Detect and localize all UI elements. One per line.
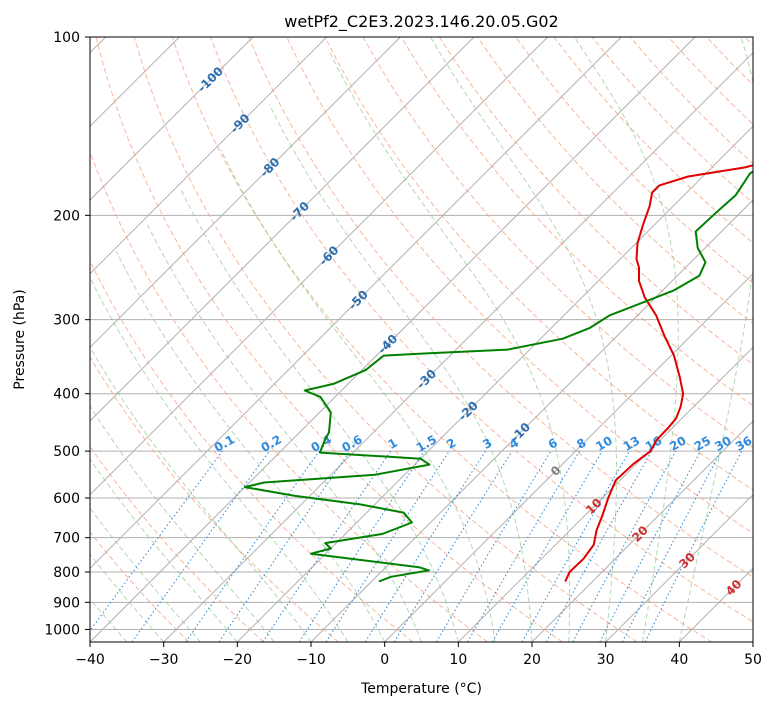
x-tick-label: 50: [744, 652, 762, 668]
dry-adiabat: [90, 356, 339, 642]
dry-adiabat: [438, 37, 753, 366]
temperature-profile: [564, 164, 753, 582]
dry-adiabat: [133, 37, 638, 642]
mixing-ratio-line: [131, 450, 270, 642]
moist-adiabat: [115, 251, 386, 642]
x-tick-label: 30: [597, 652, 615, 668]
dry-adiabat: [90, 150, 488, 642]
isotherm-line: [605, 493, 753, 642]
mixing-ratio-line: [393, 450, 513, 642]
isotherm-line: [90, 37, 401, 349]
moist-adiabat: [90, 405, 275, 642]
moist-adiabat: [268, 104, 533, 642]
y-tick-label: 500: [53, 444, 80, 460]
isotherm-line: [90, 37, 328, 275]
dry-adiabat: [90, 445, 264, 642]
dry-adiabat: [400, 37, 753, 407]
mixing-ratio-line: [644, 450, 743, 642]
isotherm-line: [384, 272, 753, 642]
moist-adiabat: [90, 458, 238, 642]
dry-adiabat: [324, 37, 753, 491]
x-tick-label: 40: [670, 652, 688, 668]
isotherm-line: [90, 37, 475, 422]
mixing-ratio-line: [218, 450, 351, 642]
x-tick-label: 0: [380, 652, 389, 668]
moist-adiabat: [220, 149, 496, 642]
y-tick-label: 200: [53, 208, 80, 224]
mixing-ratio-line: [572, 450, 677, 642]
isotherm-line: [531, 420, 753, 642]
mixing-ratio-line: [90, 450, 223, 632]
isotherm-line: [90, 37, 622, 570]
moist-adiabat: [328, 49, 571, 642]
x-tick-label: −10: [296, 652, 326, 668]
isotherm-line: [457, 346, 753, 642]
mixing-ratio-line: [325, 450, 450, 642]
isotherm-line: [90, 37, 254, 201]
dry-adiabat: [90, 531, 190, 642]
y-tick-label: 400: [53, 387, 80, 403]
chart-title: wetPf2_C2E3.2023.146.20.05.G02: [284, 12, 558, 32]
x-tick-label: 10: [449, 652, 467, 668]
isotherm-line: [163, 51, 753, 642]
moist-adiabat: [179, 187, 459, 642]
mixing-ratio-label: 36: [733, 433, 754, 453]
plot-frame: [89, 36, 754, 643]
isotherm-line: [90, 37, 549, 496]
x-axis-title: Temperature (°C): [360, 681, 482, 697]
moist-adiabat: [145, 221, 422, 642]
x-tick-label: 20: [523, 652, 541, 668]
mixing-ratio-line: [545, 450, 653, 642]
y-tick-label: 300: [53, 313, 80, 329]
moist-adiabat: [90, 597, 128, 642]
moist-adiabat: [430, 37, 617, 642]
y-axis-title: Pressure (hPa): [12, 289, 28, 389]
dry-adiabat: [210, 37, 753, 623]
y-tick-label: 1000: [44, 622, 80, 638]
plot-area: 0.1 0.2 0.4 0.6 1 1.5 2 3 4 6 8 10 13 16 20 25 30 36-100-…: [90, 37, 754, 642]
moist-adiabat: [678, 37, 753, 642]
dewpoint-profile: [243, 170, 753, 583]
axes: −40 −30 −20 −10 0 10 20 30 40 50 100 200 300 400 500 60…: [44, 30, 762, 668]
y-tick-label: 600: [53, 491, 80, 507]
mixing-ratio-line: [521, 450, 630, 642]
y-tick-label: 900: [53, 595, 80, 611]
mixing-ratio-line: [298, 450, 425, 642]
y-tick-label: 800: [53, 565, 80, 581]
dry-adiabat: [248, 37, 753, 578]
x-tick-label: −30: [149, 652, 179, 668]
dry-adiabat: [95, 37, 563, 642]
moist-adiabat: [574, 37, 679, 642]
moist-adiabat: [90, 277, 349, 642]
mixing-ratio-line: [185, 450, 320, 642]
mixing-ratio-line: [262, 450, 392, 642]
y-tick-label: 100: [53, 30, 80, 46]
dry-adiabat: [171, 37, 712, 642]
x-tick-label: −20: [223, 652, 253, 668]
y-tick-label: 700: [53, 531, 80, 547]
x-tick-label: −40: [75, 652, 105, 668]
moist-adiabat: [90, 345, 312, 642]
dry-adiabat: [515, 37, 753, 284]
